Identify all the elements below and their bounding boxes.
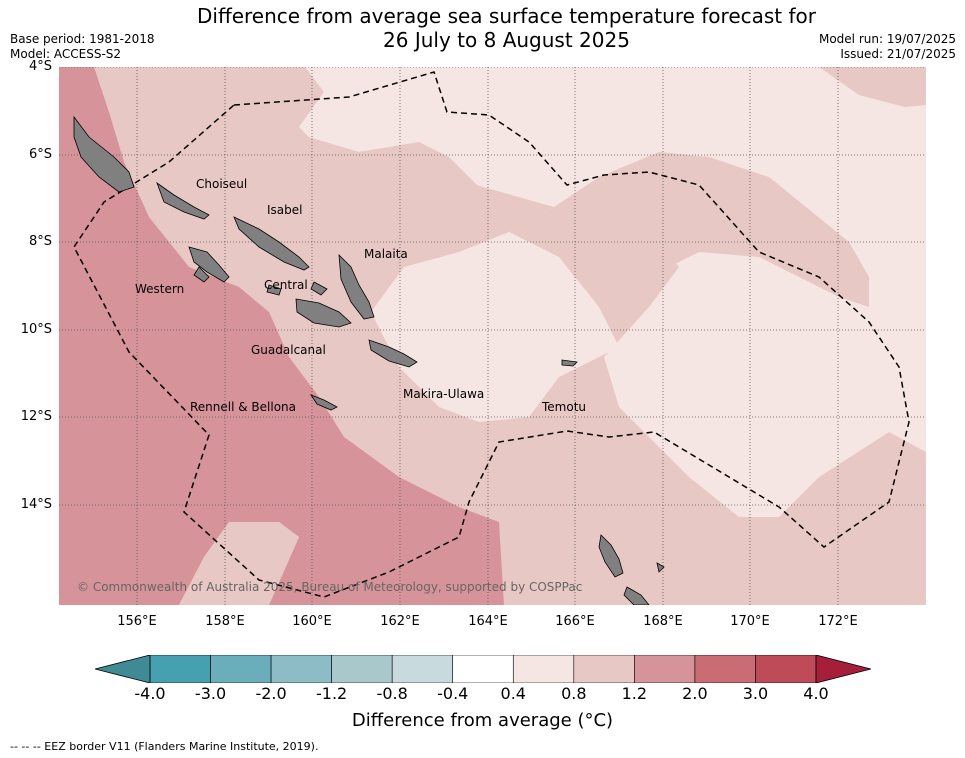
- anomaly-zone-0.4-0.8-center: [371, 232, 619, 422]
- island-choiseul: [73, 115, 135, 193]
- colorbar-tick-label: -0.8: [376, 684, 408, 703]
- island-temotu-1: [561, 359, 578, 367]
- island-russell: [310, 281, 328, 296]
- meta-right: Model run: 19/07/2025 Issued: 21/07/2025: [819, 32, 956, 62]
- anomaly-zone-0.8-1.2-pocket: [179, 522, 299, 605]
- x-tick-164e: 164°E: [468, 614, 508, 629]
- x-tick-162e: 162°E: [380, 614, 420, 629]
- colorbar-tick-label: 3.0: [742, 684, 769, 703]
- island-vanuatu-1: [598, 534, 624, 578]
- base-period: Base period: 1981-2018: [10, 32, 155, 46]
- colorbar-tick-label: 0.8: [561, 684, 587, 703]
- label-isabel: Isabel: [267, 203, 303, 217]
- y-tick-12s: 12°S: [20, 409, 52, 424]
- colorbar-title: Difference from average (°C): [351, 710, 614, 731]
- label-central: Central: [264, 278, 308, 292]
- island-makira: [368, 339, 418, 368]
- island-choiseul-e: [156, 181, 210, 220]
- label-choiseul: Choiseul: [196, 177, 248, 191]
- meta-left: Base period: 1981-2018 Model: ACCESS-S2: [10, 32, 155, 62]
- colorbar-tick-label: 2.0: [682, 684, 708, 703]
- island-guadalcanal: [295, 298, 352, 328]
- colorbar-segment: [755, 655, 817, 683]
- x-tick-158e: 158°E: [205, 614, 245, 629]
- map-title-line2: 26 July to 8 August 2025: [383, 28, 630, 52]
- colorbar-tick-label: 4.0: [803, 684, 829, 703]
- island-malaita: [338, 253, 375, 320]
- colorbar-segment: [331, 655, 393, 683]
- colorbar-tick-label: -3.0: [194, 684, 227, 703]
- x-tick-166e: 166°E: [555, 614, 595, 629]
- colorbar-under-arrow: [95, 655, 151, 683]
- island-isabel: [233, 216, 310, 271]
- y-tick-8s: 8°S: [28, 234, 52, 249]
- x-tick-170e: 170°E: [730, 614, 770, 629]
- colorbar-segment: [694, 655, 756, 683]
- graticule: [59, 67, 926, 605]
- colorbar-segment: [452, 655, 514, 683]
- y-tick-14s: 14°S: [20, 497, 52, 512]
- colorbar-segment: [634, 655, 696, 683]
- label-western: Western: [135, 282, 185, 296]
- x-tick-168e: 168°E: [643, 614, 683, 629]
- label-guadalcanal: Guadalcanal: [251, 343, 326, 357]
- colorbar-segment: [512, 655, 575, 683]
- colorbar-segment: [210, 655, 272, 683]
- x-tick-160e: 160°E: [292, 614, 332, 629]
- island-central: [266, 284, 282, 296]
- island-vanuatu-3: [656, 562, 665, 573]
- copyright-notice: © Commonwealth of Australia 2025, Bureau…: [77, 580, 583, 594]
- map-svg: [59, 67, 926, 605]
- colorbar-segment: [270, 655, 332, 683]
- model-name: Model: ACCESS-S2: [10, 47, 122, 61]
- label-makira-ulawa: Makira-Ulawa: [403, 387, 485, 401]
- eez-border: [73, 71, 910, 598]
- colorbar: [95, 655, 871, 683]
- x-tick-156e: 156°E: [117, 614, 157, 629]
- colorbar-tick-label: -2.0: [255, 684, 287, 703]
- label-temotu: Temotu: [542, 400, 587, 414]
- y-tick-4s: 4°S: [28, 59, 52, 74]
- colorbar-tick-label: -4.0: [134, 684, 166, 703]
- anomaly-zone-0.8-1.2-band: [359, 142, 869, 307]
- model-run: Model run: 19/07/2025: [818, 32, 956, 46]
- colorbar-segment: [391, 655, 454, 683]
- island-rennell: [309, 394, 338, 411]
- colorbar-segment: [573, 655, 635, 683]
- label-rennell-bellona: Rennell & Bellona: [190, 400, 297, 414]
- island-western-2: [193, 266, 210, 283]
- anomaly-zone-1.2-2.0: [59, 67, 504, 605]
- colorbar-tick-label: 0.4: [500, 684, 526, 703]
- colorbar-tick-label: -1.2: [316, 684, 348, 703]
- label-malaita: Malaita: [364, 247, 408, 261]
- colorbar-tick-label: 1.2: [621, 684, 648, 703]
- map-title-line1: Difference from average sea surface temp…: [196, 4, 816, 28]
- anomaly-zone-0.8-1.2-south-east: [749, 432, 926, 605]
- x-tick-172e: 172°E: [818, 614, 858, 629]
- y-tick-10s: 10°S: [20, 322, 52, 337]
- eez-legend-footer: -- -- -- EEZ border V11 (Flanders Marine…: [10, 740, 319, 753]
- colorbar-segment: [149, 655, 211, 683]
- issued-date: Issued: 21/07/2025: [840, 47, 956, 61]
- y-tick-6s: 6°S: [28, 147, 52, 162]
- colorbar-tick-label: -0.4: [437, 684, 469, 703]
- island-vanuatu-2: [623, 586, 650, 605]
- colorbar-over-arrow: [815, 655, 871, 683]
- map-panel: Choiseul Isabel Malaita Western Central …: [59, 67, 926, 605]
- island-western-1: [188, 246, 230, 283]
- islands: [73, 115, 665, 605]
